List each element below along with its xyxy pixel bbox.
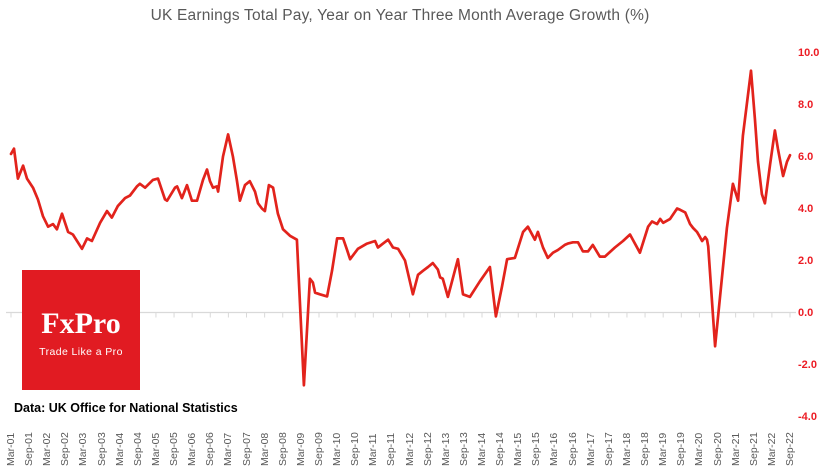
x-axis-tick-label: Mar-01 <box>5 432 17 466</box>
x-axis-tick-label: Sep-01 <box>23 432 36 466</box>
x-axis-tick-label: Sep-18 <box>639 432 652 466</box>
x-axis-tick-label: Sep-04 <box>131 432 144 466</box>
x-axis-tick-label: Sep-07 <box>240 432 253 466</box>
fxpro-logo-tagline: Trade Like a Pro <box>39 345 123 358</box>
x-axis-tick-label: Sep-19 <box>675 432 688 466</box>
fxpro-logo: FxPro Trade Like a Pro <box>22 270 140 390</box>
x-axis-tick-label: Sep-06 <box>204 432 217 466</box>
chart-title: UK Earnings Total Pay, Year on Year Thre… <box>150 7 650 24</box>
x-axis-tick-label: Sep-12 <box>421 432 434 466</box>
x-axis-tick-label: Sep-11 <box>385 432 398 466</box>
x-axis-tick-label: Mar-22 <box>765 432 778 466</box>
x-axis-tick-label: Sep-03 <box>95 432 108 466</box>
earnings-growth-line <box>9 69 792 387</box>
y-axis-tick-label: -2.0 <box>798 358 817 371</box>
y-axis-tick-label: 10.0 <box>798 46 820 59</box>
x-axis-tick-label: Mar-03 <box>77 432 90 466</box>
x-axis-tick-label: Mar-15 <box>512 432 525 466</box>
x-axis-tick-label: Sep-10 <box>349 432 362 466</box>
y-axis-tick-label: 6.0 <box>798 150 814 163</box>
x-axis-tick-label: Mar-07 <box>222 432 235 466</box>
x-axis-tick-label: Sep-17 <box>602 432 615 466</box>
x-axis-tick-label: Mar-17 <box>584 432 597 466</box>
x-axis-tick-label: Mar-19 <box>657 432 670 466</box>
x-axis-tick-label: Mar-18 <box>620 432 633 466</box>
y-axis-tick-label: 2.0 <box>798 254 814 267</box>
source-note: Data: UK Office for National Statistics <box>14 401 238 415</box>
x-axis-tick-label: Mar-10 <box>331 432 344 466</box>
x-axis-tick-label: Sep-22 <box>784 432 796 466</box>
x-axis-tick-label: Mar-04 <box>113 432 126 466</box>
x-axis-tick-label: Mar-06 <box>186 432 199 466</box>
x-axis-tick-label: Mar-13 <box>439 432 452 466</box>
y-axis-tick-label: 0.0 <box>798 306 814 319</box>
x-axis-tick-label: Sep-08 <box>276 432 289 466</box>
x-axis-tick-label: Sep-16 <box>566 432 579 466</box>
x-axis-tick-label: Sep-09 <box>312 432 325 466</box>
x-axis-tick-label: Mar-02 <box>41 432 54 466</box>
x-axis-tick-label: Mar-20 <box>693 432 706 466</box>
x-axis-tick-label: Mar-16 <box>548 432 561 466</box>
x-axis-tick-label: Mar-14 <box>476 432 489 466</box>
x-axis-tick-label: Mar-08 <box>258 432 271 466</box>
x-axis-tick-label: Sep-13 <box>457 432 470 466</box>
x-axis-tick-label: Sep-20 <box>711 432 724 466</box>
x-axis-tick-label: Mar-21 <box>729 432 742 466</box>
y-axis-tick-label: -4.0 <box>798 410 817 423</box>
x-axis-tick-label: Sep-05 <box>168 432 181 466</box>
x-axis-tick-label: Mar-12 <box>403 432 416 466</box>
x-axis-tick-label: Sep-15 <box>530 432 543 466</box>
x-axis-tick-label: Sep-21 <box>747 432 760 466</box>
y-axis-tick-label: 4.0 <box>798 202 814 215</box>
x-axis-tick-label: Mar-09 <box>294 432 307 466</box>
x-axis-tick-label: Mar-05 <box>149 432 162 466</box>
y-axis-tick-label: 8.0 <box>798 98 814 111</box>
x-axis-tick-label: Sep-14 <box>494 432 507 466</box>
x-axis-tick-label: Mar-11 <box>367 433 380 466</box>
x-axis-tick-label: Sep-02 <box>59 432 72 466</box>
fxpro-logo-wordmark: FxPro <box>41 306 121 340</box>
